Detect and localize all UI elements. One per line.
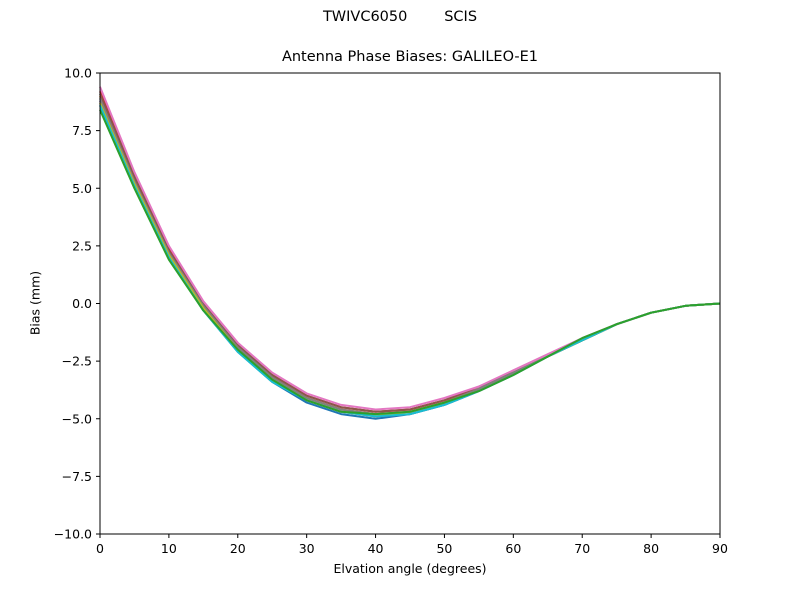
x-axis-ticks: 0 10 20 30 40 50 60 70 80 90 xyxy=(96,534,728,556)
figure-suptitle: TWIVC6050 SCIS xyxy=(322,9,478,25)
line-series-7 xyxy=(99,98,721,416)
x-tick-label: 90 xyxy=(712,541,728,556)
y-tick-label: −10.0 xyxy=(54,527,92,542)
x-axis-label: Elvation angle (degrees) xyxy=(333,561,487,576)
y-tick-label: 2.5 xyxy=(72,238,92,253)
line-series-2 xyxy=(99,95,721,416)
line-series-5 xyxy=(99,93,721,413)
line-series-4 xyxy=(99,100,721,418)
x-tick-label: 60 xyxy=(505,541,521,556)
line-series-1 xyxy=(99,104,721,420)
y-tick-label: −5.0 xyxy=(62,411,92,426)
x-tick-label: 20 xyxy=(230,541,246,556)
line-series-8 xyxy=(99,102,721,418)
y-tick-label: −2.5 xyxy=(62,354,92,369)
line-series-6 xyxy=(99,86,721,411)
y-tick-label: 0.0 xyxy=(72,296,92,311)
y-tick-label: 5.0 xyxy=(72,181,92,196)
line-series-3 xyxy=(99,91,721,413)
y-tick-label: 10.0 xyxy=(64,66,92,81)
x-tick-label: 40 xyxy=(368,541,384,556)
axes-frame xyxy=(99,72,721,535)
x-tick-label: 80 xyxy=(643,541,659,556)
x-tick-label: 30 xyxy=(299,541,315,556)
x-tick-label: 50 xyxy=(436,541,452,556)
chart-title: Antenna Phase Biases: GALILEO-E1 xyxy=(281,49,539,65)
y-axis-ticks: 10.0 7.5 5.0 2.5 0.0 −2.5 −5.0 −7.5 −10.0 xyxy=(54,66,100,542)
line-series-9 xyxy=(99,104,721,418)
x-tick-label: 0 xyxy=(96,541,104,556)
x-tick-label: 70 xyxy=(574,541,590,556)
y-tick-label: −7.5 xyxy=(62,469,92,484)
x-tick-label: 10 xyxy=(161,541,177,556)
line-series-10 xyxy=(99,109,721,416)
data-lines xyxy=(99,86,721,420)
y-tick-label: 7.5 xyxy=(72,123,92,138)
